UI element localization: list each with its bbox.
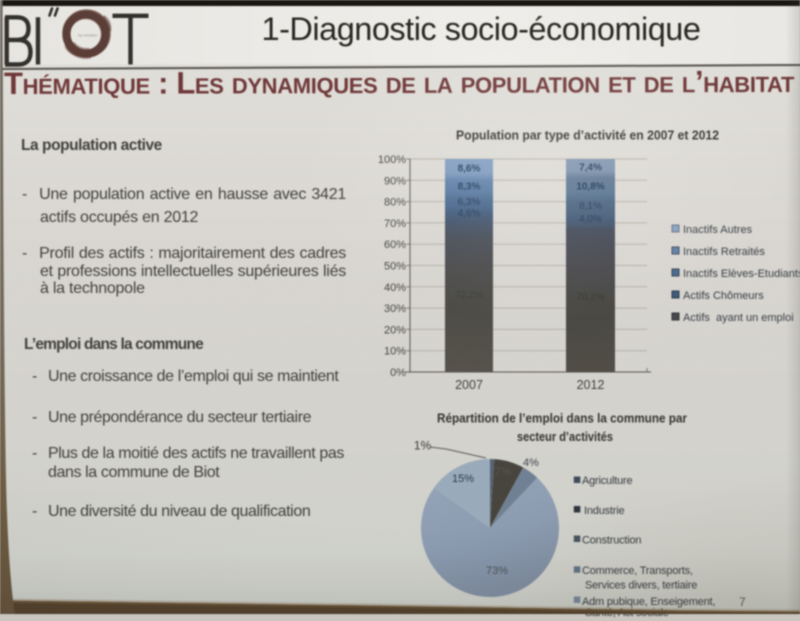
svg-text:10%: 10% [384, 346, 406, 358]
svg-text:30%: 30% [384, 303, 406, 315]
svg-text:80%: 80% [384, 197, 406, 209]
svg-text:secteur d’activités: secteur d’activités [517, 429, 613, 444]
svg-text:Industrie: Industrie [584, 505, 624, 517]
svg-text:72,2%: 72,2% [455, 290, 483, 301]
svg-text:60%: 60% [384, 239, 406, 251]
svg-text:8,1%: 8,1% [579, 201, 602, 212]
svg-text:100%: 100% [378, 154, 406, 166]
svg-text:Agriculture: Agriculture [582, 475, 632, 487]
svg-text:Construction: Construction [582, 534, 641, 546]
svg-text:Population par type d’activité: Population par type d’activité en 2007 e… [456, 128, 719, 143]
svg-text:Actifs ayant un emploi: Actifs ayant un emploi [683, 312, 794, 324]
svg-text:4%: 4% [523, 457, 539, 469]
svg-text:0%: 0% [390, 367, 406, 379]
svg-text:90%: 90% [384, 175, 406, 187]
svg-text:7,4%: 7,4% [579, 163, 602, 174]
svg-text:20%: 20% [384, 324, 406, 336]
svg-text:Répartition de l’emploi dans l: Répartition de l’emploi dans la commune … [437, 411, 687, 426]
svg-text:6,3%: 6,3% [458, 197, 481, 208]
svg-text:by création: by création [78, 33, 98, 38]
svg-text:40%: 40% [384, 282, 406, 294]
svg-text:8,6%: 8,6% [458, 164, 481, 175]
svg-text:73%: 73% [486, 565, 508, 577]
svg-text:Commerce, Transports,: Commerce, Transports, [582, 565, 693, 577]
svg-text:70%: 70% [384, 218, 406, 230]
svg-text:8,3%: 8,3% [458, 182, 481, 193]
svg-text:7%: 7% [495, 466, 511, 478]
svg-text:50%: 50% [384, 261, 406, 273]
svg-text:10,8%: 10,8% [576, 182, 604, 193]
svg-text:2012: 2012 [577, 378, 605, 392]
svg-text:Inactifs Elèves-Etudiants: Inactifs Elèves-Etudiants [683, 268, 800, 280]
svg-text:Actifs Chômeurs: Actifs Chômeurs [683, 290, 764, 302]
svg-text:70,2%: 70,2% [576, 292, 604, 303]
svg-text:4,0%: 4,0% [579, 214, 602, 225]
svg-text:Inactifs Autres: Inactifs Autres [683, 224, 753, 236]
svg-text:1%: 1% [414, 439, 432, 453]
svg-text:2007: 2007 [455, 378, 483, 392]
svg-text:Inactifs Retraités: Inactifs Retraités [683, 246, 765, 258]
svg-text:15%: 15% [452, 473, 474, 485]
svg-text:4,6%: 4,6% [458, 209, 481, 220]
